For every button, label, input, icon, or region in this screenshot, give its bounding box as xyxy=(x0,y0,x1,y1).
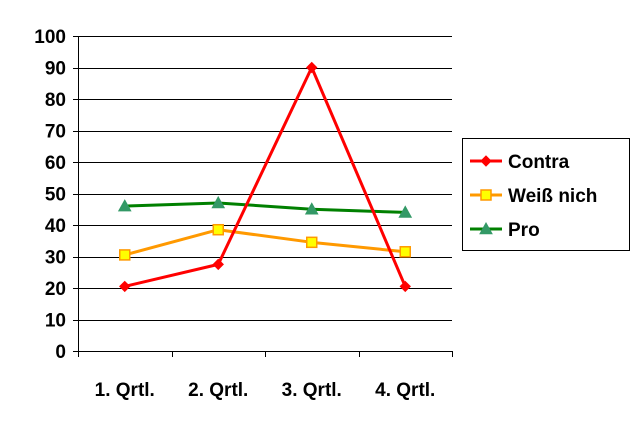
y-tick-label: 100 xyxy=(34,27,66,48)
pro-point xyxy=(211,195,226,209)
contra-point xyxy=(119,280,131,293)
y-tick-label: 10 xyxy=(45,311,66,332)
series-contra xyxy=(119,61,411,293)
legend-label: Weiß nich xyxy=(508,186,597,207)
series-line xyxy=(124,228,406,257)
legend-item: Contra xyxy=(470,152,570,173)
series-layer xyxy=(117,61,413,293)
y-tick-label: 80 xyxy=(45,90,66,111)
y-tick-label: 90 xyxy=(45,59,66,80)
y-tick-label: 60 xyxy=(45,153,66,174)
x-tick-label: 3. Qrtl. xyxy=(282,380,342,401)
legend-label: Pro xyxy=(508,220,540,241)
legend: Contra Weiß nich Pro xyxy=(462,138,630,251)
y-tick-label: 50 xyxy=(45,185,66,206)
legend-item: Pro xyxy=(470,220,540,241)
y-tick-label: 20 xyxy=(45,279,66,300)
wei-nich-point xyxy=(306,236,318,249)
x-tick-label: 4. Qrtl. xyxy=(375,380,435,401)
series-line xyxy=(124,201,406,214)
plot-background xyxy=(78,36,452,351)
pro-point xyxy=(117,199,132,212)
contra-point xyxy=(480,155,492,167)
wei-nich-point xyxy=(119,249,131,261)
y-tick-label: 30 xyxy=(45,248,66,269)
legend-label: Contra xyxy=(508,152,570,173)
contra-point xyxy=(306,61,318,74)
pro-point xyxy=(304,202,319,215)
legend-item: Weiß nich xyxy=(470,186,597,207)
contra-point xyxy=(212,258,224,271)
contra-point xyxy=(399,280,411,293)
x-tick-labels: 1. Qrtl. 2. Qrtl. 3. Qrtl. 4. Qrtl. xyxy=(95,380,436,401)
series-line xyxy=(124,66,407,288)
wei-nich-point xyxy=(399,246,411,258)
pro-point xyxy=(398,205,413,218)
x-tick-label: 2. Qrtl. xyxy=(188,380,248,401)
axes xyxy=(73,36,453,357)
plot-area xyxy=(78,36,452,351)
wei-nich-point xyxy=(212,223,224,236)
wei-nich-point xyxy=(480,189,492,201)
y-tick-label: 0 xyxy=(55,342,66,363)
series-pro xyxy=(117,195,413,218)
y-tick-label: 40 xyxy=(45,216,66,237)
y-tick-labels: 0 10 20 30 40 50 60 70 80 90 100 xyxy=(34,27,66,363)
y-tick-label: 70 xyxy=(45,122,66,143)
x-tick-label: 1. Qrtl. xyxy=(95,380,155,401)
pro-point xyxy=(479,221,493,235)
series-wei-nich xyxy=(119,223,411,261)
